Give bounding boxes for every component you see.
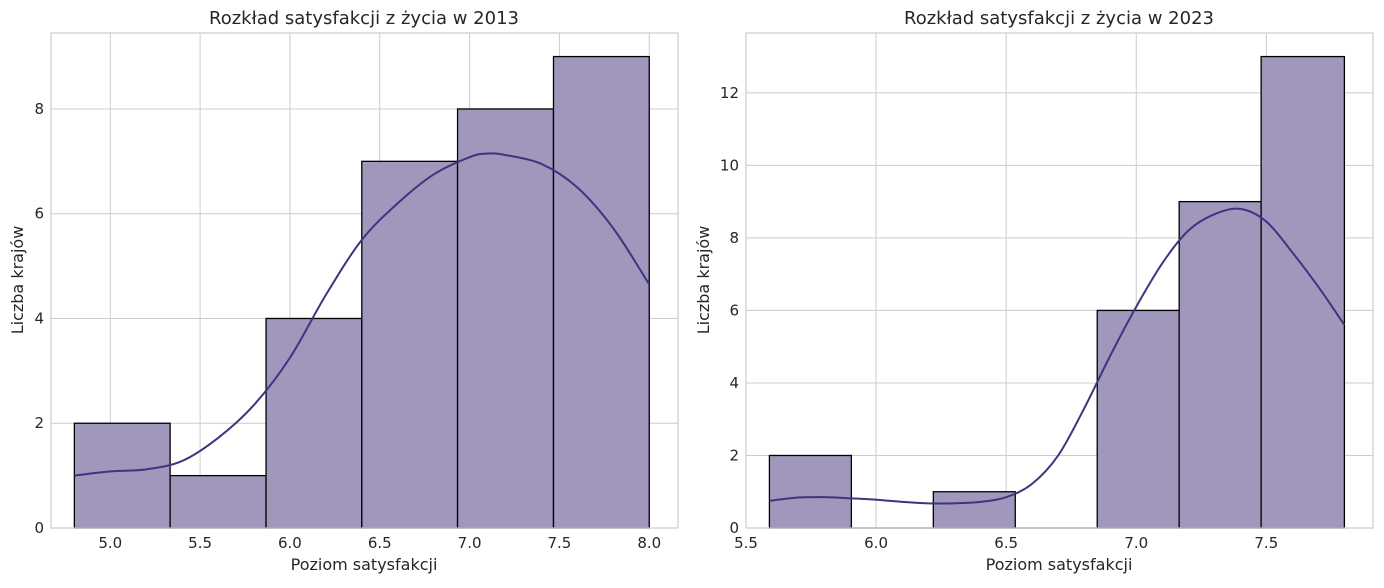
y-tick-label: 4 — [34, 309, 44, 327]
x-tick-label: 7.5 — [547, 534, 571, 552]
x-tick-label: 6.5 — [994, 534, 1018, 552]
histogram-2023: Rozkład satysfakcji z życia w 2023 Pozio… — [694, 8, 1374, 574]
chart-title: Rozkład satysfakcji z życia w 2023 — [904, 8, 1214, 29]
y-tick-label: 6 — [34, 205, 44, 223]
kde-line — [74, 152, 651, 477]
histogram-bar — [768, 454, 853, 529]
x-tick-label: 5.5 — [734, 534, 758, 552]
histogram-2013: Rozkład satysfakcji z życia w 2013 Pozio… — [8, 8, 679, 574]
histogram-bar — [265, 317, 363, 529]
x-tick-label: 5.5 — [188, 534, 212, 552]
y-axis-label: Liczba krajów — [8, 226, 27, 335]
x-tick-label: 7.0 — [1124, 534, 1148, 552]
y-tick-label: 8 — [729, 229, 739, 247]
kde-line — [769, 207, 1346, 505]
histogram-bar — [552, 55, 650, 529]
y-tick-label: 8 — [34, 100, 44, 118]
x-tick-label: 8.0 — [637, 534, 661, 552]
chart-title: Rozkład satysfakcji z życia w 2013 — [209, 8, 519, 29]
plot-area: 5.5 6.0 6.5 7.0 7.5 0 2 4 6 8 10 12 — [720, 32, 1374, 552]
histogram-bar — [1178, 200, 1262, 529]
y-tick-label: 0 — [34, 519, 44, 537]
y-tick-label: 2 — [34, 414, 44, 432]
x-axis-label: Poziom satysfakcji — [291, 555, 438, 574]
y-tick-label: 10 — [720, 156, 739, 174]
histogram-bar — [169, 474, 267, 529]
y-tick-label: 2 — [729, 446, 739, 464]
x-tick-label: 6.0 — [278, 534, 302, 552]
histogram-bar — [1260, 55, 1346, 529]
y-tick-label: 6 — [729, 301, 739, 319]
axes-frame — [50, 32, 679, 529]
histogram-bar — [361, 160, 459, 529]
x-tick-label: 7.0 — [458, 534, 482, 552]
plot-area: 5.0 5.5 6.0 6.5 7.0 7.5 8.0 0 2 4 6 8 — [34, 32, 679, 552]
histogram-bar — [456, 108, 555, 529]
y-tick-label: 12 — [720, 84, 739, 102]
x-axis-label: Poziom satysfakcji — [986, 555, 1133, 574]
x-tick-label: 5.0 — [98, 534, 122, 552]
y-axis-label: Liczba krajów — [694, 226, 713, 335]
x-tick-label: 6.5 — [368, 534, 392, 552]
histogram-bar — [73, 422, 171, 529]
axes-frame — [745, 32, 1374, 529]
histogram-bar — [1096, 309, 1180, 529]
x-tick-label: 6.0 — [864, 534, 888, 552]
y-tick-label: 0 — [729, 519, 739, 537]
y-tick-label: 4 — [729, 374, 739, 392]
x-tick-label: 7.5 — [1254, 534, 1278, 552]
